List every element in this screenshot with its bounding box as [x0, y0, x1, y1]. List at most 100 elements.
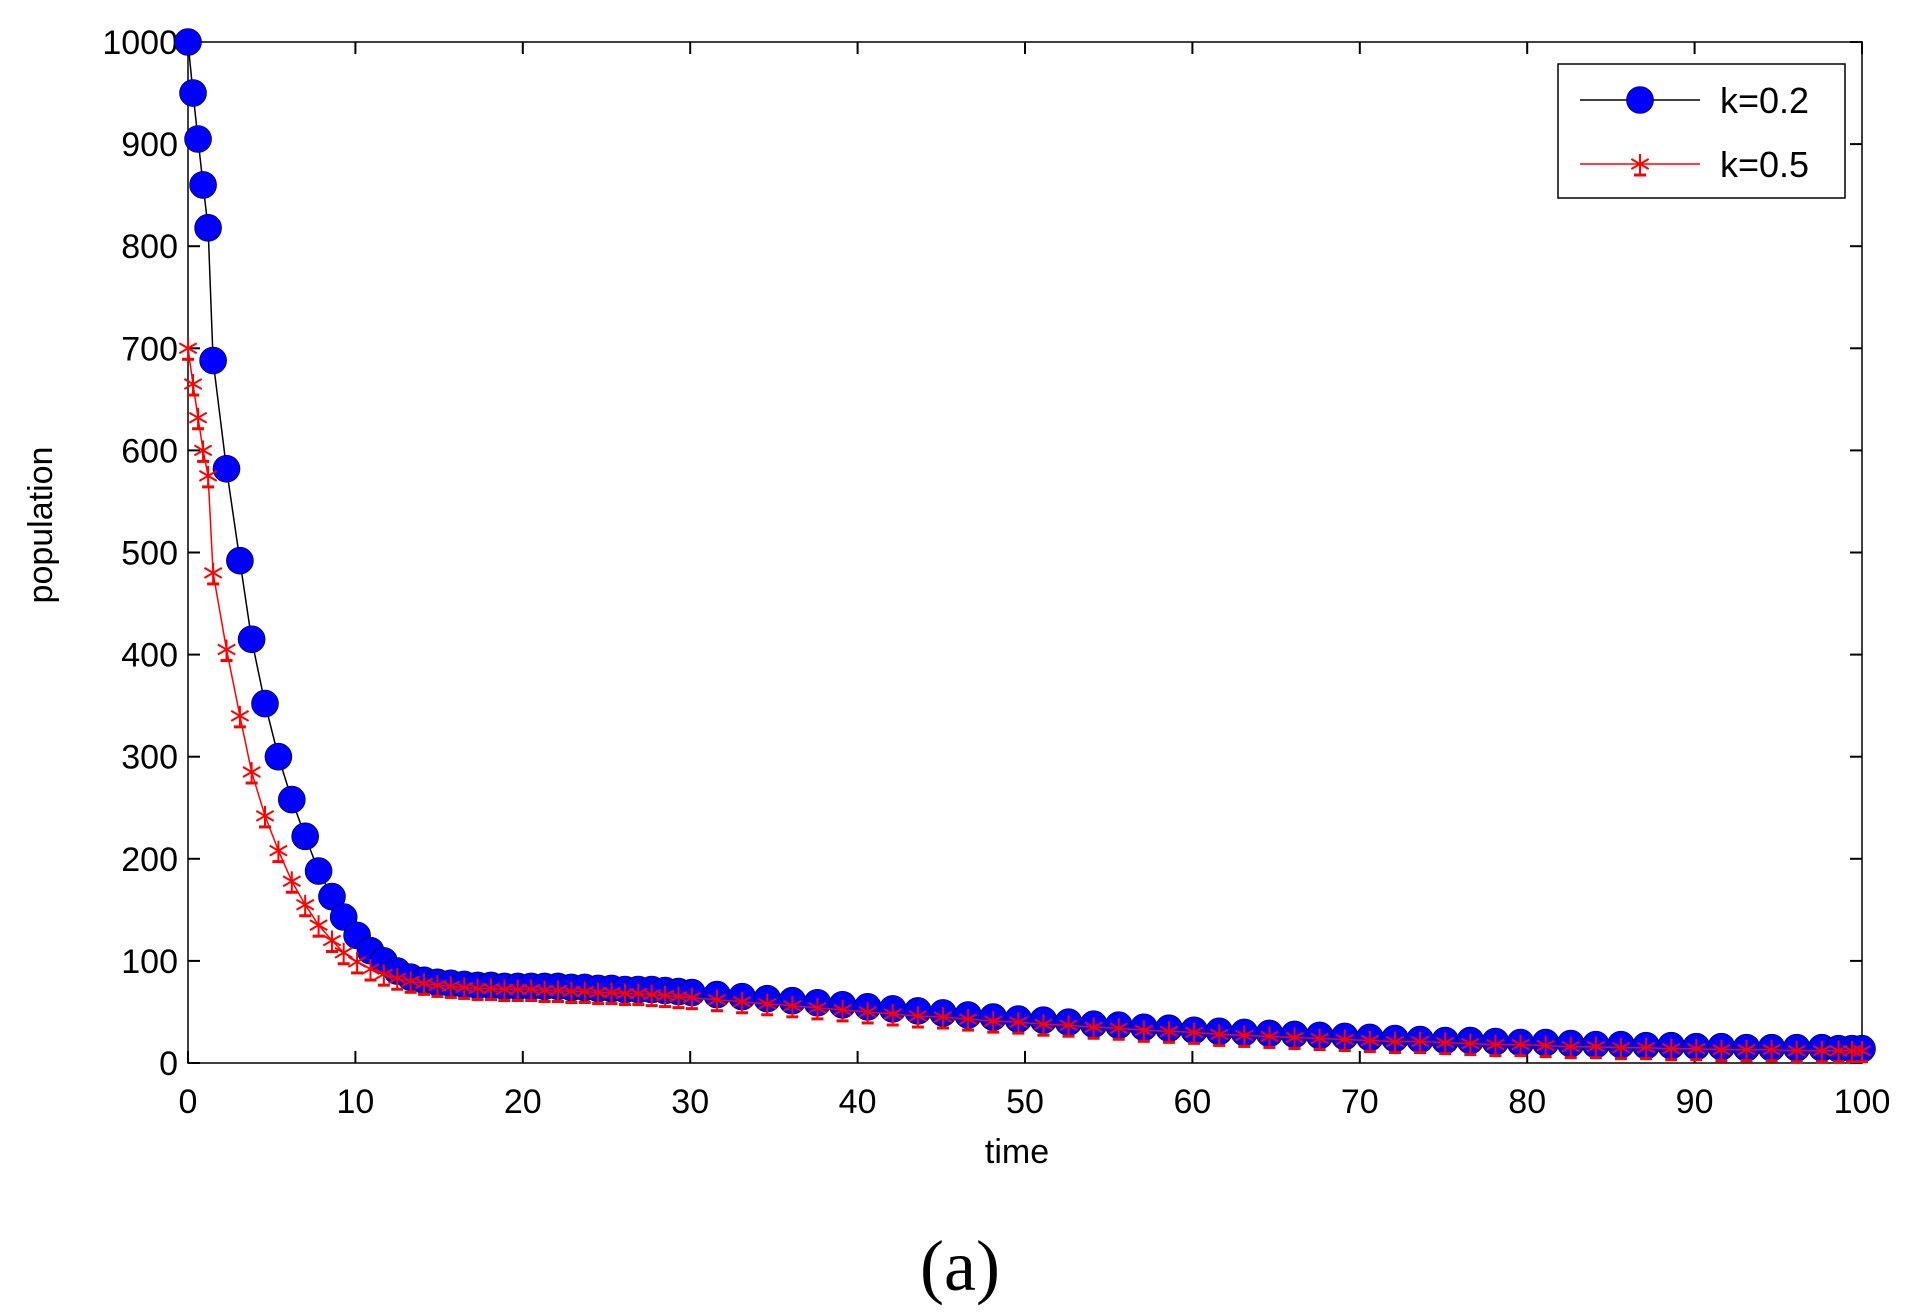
data-point	[833, 999, 852, 1023]
star-stroke	[1009, 1016, 1028, 1029]
star-stroke	[269, 844, 288, 857]
star-stroke	[255, 810, 275, 822]
data-point	[295, 894, 315, 918]
data-point	[374, 964, 394, 987]
data-point	[1360, 1030, 1380, 1054]
star-stroke	[1310, 1032, 1329, 1045]
star-stroke	[1661, 1042, 1681, 1055]
star-stroke	[1385, 1035, 1405, 1048]
data-point	[1410, 1031, 1430, 1055]
x-tick-label: 80	[1508, 1083, 1546, 1121]
star-stroke	[428, 979, 447, 992]
star-stroke	[193, 444, 213, 457]
star-stroke	[958, 1013, 978, 1025]
data-point	[178, 338, 198, 361]
y-axis-label: population	[22, 447, 60, 604]
star-stroke	[1561, 1040, 1580, 1053]
data-point	[1812, 1040, 1832, 1064]
star-stroke	[933, 1011, 953, 1023]
star-stroke	[1235, 1029, 1254, 1042]
star-stroke	[441, 980, 461, 993]
star-stroke	[1435, 1036, 1455, 1049]
data-point	[174, 28, 202, 56]
legend-entry: k=0.5	[1580, 144, 1809, 185]
star-stroke	[629, 987, 648, 1000]
star-stroke	[1285, 1031, 1304, 1044]
data-point	[1852, 1040, 1872, 1064]
star-stroke	[242, 766, 261, 778]
star-stroke	[858, 1006, 877, 1018]
star-stroke	[1611, 1041, 1631, 1054]
star-stroke	[1059, 1019, 1078, 1032]
star-stroke	[188, 411, 208, 424]
y-tick-label: 800	[121, 228, 178, 266]
y-tick-label: 900	[121, 126, 178, 164]
data-point	[401, 971, 420, 994]
plot-area	[187, 41, 1863, 1064]
data-point	[282, 871, 301, 894]
star-stroke	[334, 946, 353, 959]
data-point	[1762, 1039, 1781, 1063]
data-point	[226, 546, 254, 575]
data-point	[1260, 1026, 1279, 1049]
data-point	[184, 125, 212, 153]
star-stroke	[707, 993, 727, 1006]
data-point	[193, 440, 213, 463]
star-stroke	[1586, 1040, 1606, 1053]
data-point	[269, 840, 288, 864]
star-stroke	[758, 997, 777, 1010]
data-point	[217, 639, 236, 662]
star-stroke	[1260, 1030, 1279, 1043]
data-point	[388, 968, 407, 991]
star-stroke	[1184, 1026, 1204, 1039]
y-tick-label: 200	[121, 841, 178, 879]
data-point	[908, 1006, 928, 1029]
star-stroke	[655, 989, 675, 1002]
y-tick-label: 400	[121, 637, 178, 675]
data-point	[1335, 1029, 1354, 1053]
star-stroke	[575, 985, 594, 998]
data-point	[194, 214, 222, 242]
y-tick-label: 0	[159, 1045, 178, 1083]
data-point	[1461, 1033, 1480, 1057]
data-point	[933, 1007, 953, 1030]
star-stroke	[521, 983, 541, 996]
x-tick-label: 0	[179, 1083, 198, 1121]
data-point	[1435, 1032, 1455, 1056]
data-point	[1636, 1037, 1656, 1061]
star-stroke	[481, 982, 501, 995]
star-stroke	[682, 991, 702, 1004]
data-point	[237, 625, 266, 654]
star-stroke	[833, 1004, 852, 1016]
data-point	[883, 1003, 902, 1027]
data-point	[707, 989, 727, 1013]
data-point	[1184, 1022, 1204, 1045]
x-tick-label: 70	[1341, 1083, 1379, 1121]
data-point	[291, 822, 319, 851]
data-point	[481, 978, 501, 1001]
y-tick-label: 1000	[102, 24, 178, 62]
y-tick-label: 300	[121, 739, 178, 777]
y-tick-label: 500	[121, 535, 178, 573]
star-stroke	[1687, 1042, 1706, 1055]
star-stroke	[217, 643, 236, 656]
star-stroke	[1636, 1041, 1656, 1054]
data-point	[1009, 1012, 1028, 1035]
x-tick-label: 90	[1676, 1083, 1714, 1121]
x-axis-ticks: 0 10 20 30 40 50 60 70 80 90 100	[179, 42, 1890, 1121]
data-point	[1486, 1034, 1505, 1058]
data-point	[983, 1011, 1003, 1034]
star-stroke	[401, 975, 420, 988]
star-stroke	[198, 470, 218, 482]
star-stroke	[1787, 1044, 1806, 1057]
data-point	[1109, 1018, 1128, 1041]
star-stroke	[230, 709, 250, 722]
data-point	[1687, 1038, 1706, 1062]
legend-label: k=0.2	[1720, 80, 1809, 121]
legend-label: k=0.5	[1720, 144, 1809, 185]
data-point	[1511, 1034, 1530, 1058]
star-stroke	[1335, 1033, 1354, 1046]
x-tick-label: 20	[504, 1083, 542, 1121]
star-stroke	[1536, 1039, 1555, 1052]
data-point	[783, 995, 802, 1019]
